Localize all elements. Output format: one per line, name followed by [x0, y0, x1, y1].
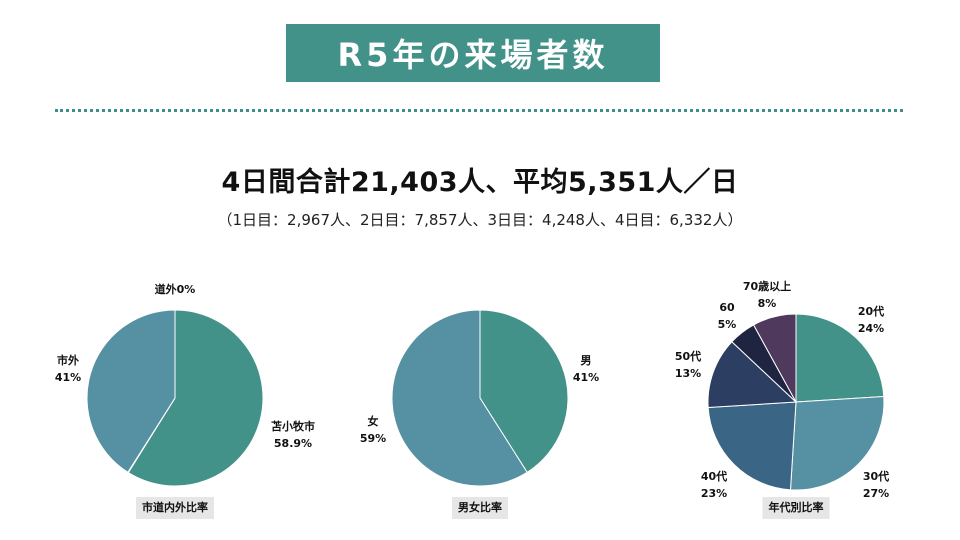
slice-pct: 8% [757, 297, 777, 310]
slice-pct: 23% [700, 487, 728, 500]
slice-pct: 59% [359, 432, 387, 445]
slice-name: 男 [580, 354, 592, 367]
page-title: R5年の来場者数 [286, 24, 660, 82]
pie-slice-5 [752, 313, 797, 403]
slice-label-male: 男 41% [573, 352, 599, 386]
slice-name: 女 [367, 415, 379, 428]
slice-label-tomakomai: 苫小牧市 58.9% [271, 418, 315, 452]
slice-name: 40代 [700, 470, 728, 483]
slice-label-shigai: 市外 41% [55, 352, 81, 386]
pie-slice-2 [86, 309, 176, 473]
chart-caption-gender: 男女比率 [452, 497, 508, 519]
pie-slice-3 [707, 341, 798, 409]
slice-label-female: 女 59% [360, 413, 386, 447]
slice-name: 市外 [57, 354, 79, 367]
slice-name: 苫小牧市 [271, 420, 315, 433]
divider [55, 109, 903, 112]
chart-caption-residence: 市道内外比率 [136, 497, 214, 519]
slice-label-50s: 50代 13% [675, 348, 701, 382]
slice-name: 20代 [857, 305, 885, 318]
slice-label-20s: 20代 24% [858, 303, 884, 337]
headline: 4日間合計21,403人、平均5,351人／日 [221, 167, 739, 198]
slice-pct: 5% [717, 318, 737, 331]
slice-label-70plus: 70歳以上 8% [743, 278, 791, 312]
pie-slice-0 [127, 309, 264, 487]
slice-pct: 27% [862, 487, 890, 500]
slice-pct: 0% [176, 283, 196, 296]
slice-name: 60 [719, 301, 735, 314]
slice-name: 30代 [862, 470, 890, 483]
pie-slice-1 [789, 395, 885, 491]
slice-pct: 58.9% [273, 437, 313, 450]
slice-pct: 24% [857, 322, 885, 335]
slice-pct: 41% [572, 371, 600, 384]
slice-label-dougai: 道外0% [155, 281, 196, 298]
daily-breakdown: （1日目：2,967人、2日目：7,857人、3日目：4,248人、4日目：6,… [217, 211, 743, 229]
slice-name: 50代 [674, 350, 702, 363]
pie-slice-2 [707, 401, 797, 491]
pie-slice-1 [391, 309, 528, 487]
slice-label-60s: 60 5% [718, 299, 737, 333]
chart-caption-age: 年代別比率 [762, 497, 830, 519]
slice-name: 道外 [154, 283, 177, 296]
slice-pct: 13% [674, 367, 702, 380]
slice-name: 70歳以上 [742, 280, 792, 293]
pie-slice-0 [795, 313, 885, 403]
slice-pct: 41% [54, 371, 82, 384]
slice-label-30s: 30代 27% [863, 468, 889, 502]
slice-label-40s: 40代 23% [701, 468, 727, 502]
